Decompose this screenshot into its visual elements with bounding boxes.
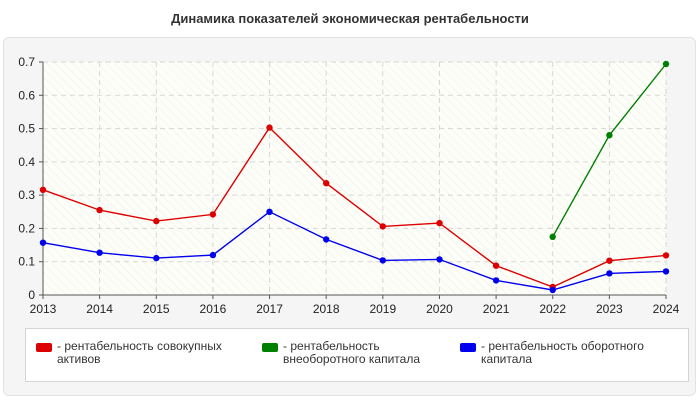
grid [43, 61, 667, 295]
x-tick-label: 2016 [200, 302, 227, 316]
data-point-s0-2014[interactable] [96, 206, 103, 214]
x-tick-label: 2021 [483, 302, 510, 316]
series-line-0 [42, 126, 667, 288]
data-point-s2-2020[interactable] [436, 256, 443, 263]
data-point-s0-2018[interactable] [323, 180, 330, 187]
data-point-s2-2014[interactable] [96, 249, 103, 256]
y-tick-label: 0.2 [18, 221, 35, 235]
data-point-s2-2022[interactable] [549, 286, 556, 294]
y-tick-label: 0.5 [18, 122, 35, 136]
data-point-s1-2024[interactable] [662, 60, 670, 68]
legend-swatch-blue [460, 343, 476, 352]
data-point-s2-2018[interactable] [323, 236, 330, 243]
data-point-s2-2021[interactable] [492, 277, 500, 284]
y-tick-label: 0.4 [18, 155, 35, 169]
legend-label-total-assets: - рентабельность совокупных активов [57, 339, 222, 366]
data-point-s2-2013[interactable] [39, 239, 47, 246]
series [39, 60, 670, 294]
x-tick-label: 2023 [596, 302, 623, 316]
data-point-s1-2023[interactable] [606, 132, 613, 139]
data-point-s0-2013[interactable] [39, 186, 47, 193]
x-tick-label: 2013 [30, 302, 57, 316]
legend-swatch-green [262, 343, 278, 352]
plot-area-hatch [43, 62, 666, 295]
chart-title: Динамика показателей экономическая рента… [171, 11, 529, 26]
legend-item-working-capital[interactable]: - рентабельность оборотного капитала [460, 340, 685, 366]
data-point-s2-2019[interactable] [379, 257, 386, 264]
legend-item-noncurrent-capital[interactable]: - рентабельность внеоборотного капитала [262, 340, 437, 366]
x-tick-label: 2019 [369, 302, 396, 316]
data-point-s0-2017[interactable] [266, 124, 273, 131]
data-point-s0-2024[interactable] [662, 252, 670, 259]
data-point-s0-2015[interactable] [153, 217, 160, 225]
x-tick-label: 2020 [426, 302, 453, 316]
x-tick-label: 2015 [143, 302, 170, 316]
data-point-s2-2023[interactable] [606, 270, 613, 277]
series-line-2 [42, 210, 667, 291]
data-point-s1-2022[interactable] [549, 233, 556, 240]
legend: - рентабельность совокупных активов - ре… [25, 328, 689, 382]
data-point-s0-2023[interactable] [606, 257, 613, 264]
data-point-s2-2016[interactable] [209, 251, 217, 259]
data-point-s0-2019[interactable] [379, 223, 386, 230]
y-tick-label: 0 [28, 288, 35, 302]
legend-item-total-assets[interactable]: - рентабельность совокупных активов [36, 340, 251, 366]
x-tick-label: 2024 [653, 302, 680, 316]
data-point-s2-2015[interactable] [153, 254, 160, 262]
y-tick-label: 0.1 [18, 255, 35, 269]
data-point-s2-2017[interactable] [266, 208, 273, 215]
data-point-s0-2020[interactable] [436, 219, 443, 227]
x-tick-label: 2014 [86, 302, 113, 316]
data-point-s0-2016[interactable] [209, 211, 217, 218]
x-tick-label: 2022 [539, 302, 566, 316]
data-point-s0-2021[interactable] [492, 262, 500, 269]
legend-label-working-capital: - рентабельность оборотного капитала [481, 339, 644, 366]
y-tick-label: 0.3 [18, 188, 35, 202]
x-tick-label: 2017 [256, 302, 283, 316]
legend-swatch-red [36, 343, 52, 352]
legend-label-noncurrent-capital: - рентабельность внеоборотного капитала [283, 339, 420, 366]
axes: 0 0.1 0.2 0.3 0.4 0.5 0.6 0.7 2013 2014 2015 2016 20… [18, 55, 679, 316]
data-point-s2-2024[interactable] [662, 268, 670, 275]
x-tick-label: 2018 [313, 302, 340, 316]
y-tick-label: 0.7 [18, 55, 35, 69]
y-tick-label: 0.6 [18, 88, 35, 102]
